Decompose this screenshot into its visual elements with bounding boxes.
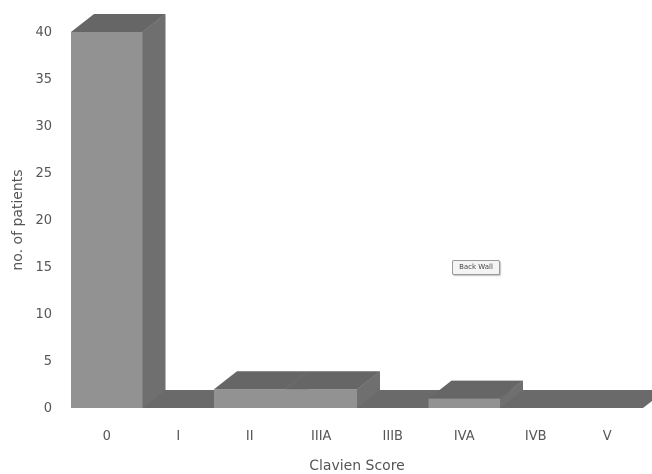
x-tick-label: V [603, 429, 612, 444]
y-tick-label: 25 [35, 166, 52, 181]
bar [71, 32, 143, 408]
x-axis-title: Clavien Score [309, 458, 405, 474]
y-tick-label: 20 [35, 213, 52, 228]
y-tick-label: 0 [44, 401, 52, 416]
bar-side [357, 371, 380, 408]
y-tick-label: 10 [35, 307, 52, 322]
back-wall-tooltip: Back Wall [452, 260, 500, 275]
bar-side [142, 14, 166, 408]
bar-top [428, 380, 523, 399]
bar-top [71, 14, 166, 32]
bar-side [500, 380, 523, 408]
bar [285, 389, 357, 408]
x-tick-label: 0 [103, 429, 111, 444]
x-tick-label: IIIB [383, 429, 403, 444]
y-tick-label: 15 [35, 260, 52, 275]
bar-top [214, 371, 309, 390]
x-tick-label: IVA [454, 429, 475, 444]
x-tick-label: IVB [525, 429, 547, 444]
bar-top [285, 371, 380, 390]
x-tick-label: I [176, 429, 180, 444]
x-tick-label: II [246, 429, 254, 444]
y-tick-label: 35 [35, 72, 52, 87]
y-tick-label: 30 [35, 119, 52, 134]
x-tick-label: IIIA [311, 429, 332, 444]
bar [214, 389, 286, 408]
bar [428, 398, 500, 408]
y-axis-title: no. of patients [10, 169, 26, 270]
y-tick-label: 40 [35, 25, 52, 40]
y-tick-label: 5 [44, 354, 52, 369]
